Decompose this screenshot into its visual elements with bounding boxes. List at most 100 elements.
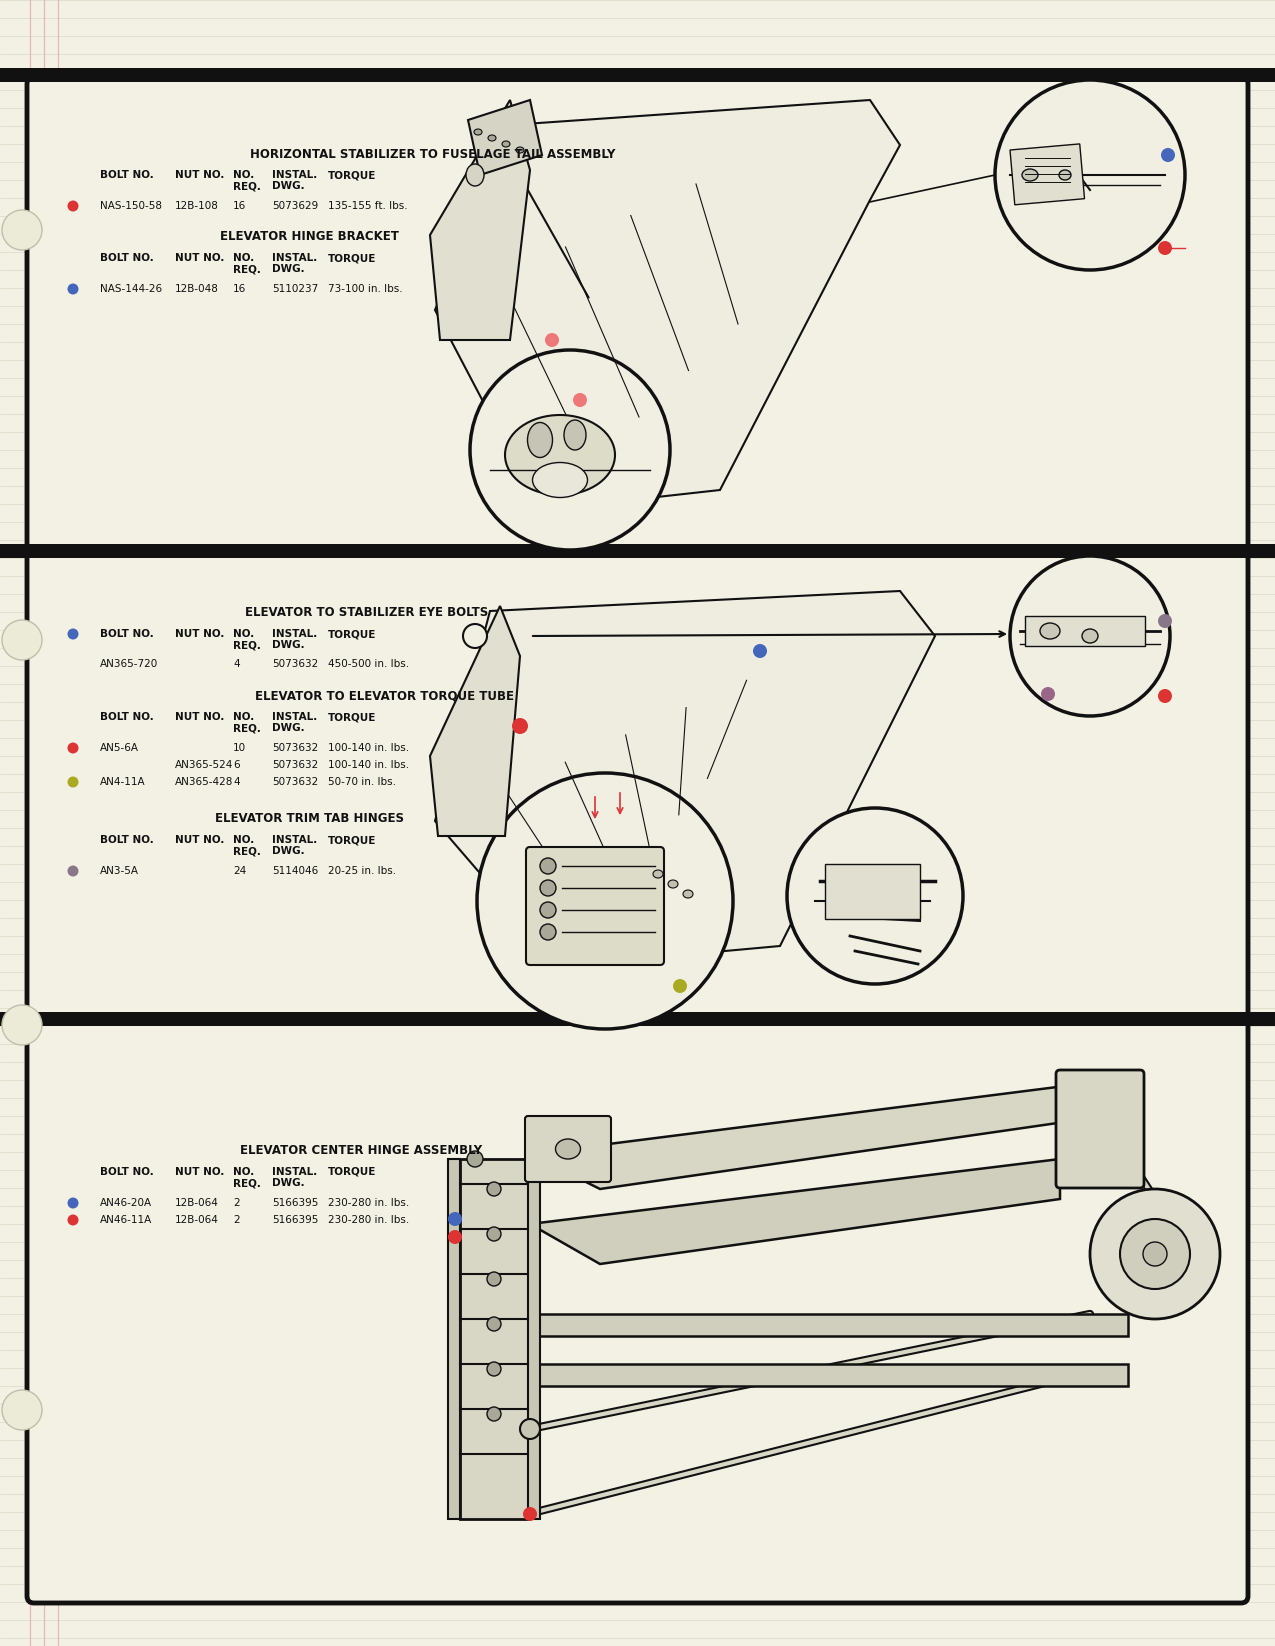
Text: 5110237: 5110237: [272, 285, 319, 295]
Text: 20-25 in. lbs.: 20-25 in. lbs.: [328, 866, 397, 876]
Text: 5073632: 5073632: [272, 658, 319, 668]
Text: 12B-108: 12B-108: [175, 201, 219, 211]
Circle shape: [68, 742, 79, 754]
Text: 4: 4: [233, 658, 240, 668]
Circle shape: [994, 81, 1184, 270]
Ellipse shape: [653, 871, 663, 877]
Bar: [825, 864, 921, 918]
Text: AN365-720: AN365-720: [99, 658, 158, 668]
Polygon shape: [430, 606, 520, 836]
Text: NAS-144-26: NAS-144-26: [99, 285, 162, 295]
Circle shape: [754, 644, 768, 658]
Ellipse shape: [465, 165, 484, 186]
Text: 12B-064: 12B-064: [175, 1198, 219, 1208]
Text: REQ.: REQ.: [233, 181, 261, 191]
Ellipse shape: [668, 881, 678, 887]
Text: NUT NO.: NUT NO.: [175, 170, 224, 179]
Text: BOLT NO.: BOLT NO.: [99, 253, 154, 263]
Text: BOLT NO.: BOLT NO.: [99, 629, 154, 639]
Ellipse shape: [488, 135, 496, 142]
Text: 12B-048: 12B-048: [175, 285, 219, 295]
Polygon shape: [468, 100, 542, 174]
Circle shape: [3, 1389, 42, 1430]
Ellipse shape: [1082, 629, 1098, 644]
Text: TORQUE: TORQUE: [328, 629, 376, 639]
Bar: [0, 67, 1275, 82]
Text: REQ.: REQ.: [233, 263, 261, 273]
Text: ELEVATOR HINGE BRACKET: ELEVATOR HINGE BRACKET: [221, 230, 399, 244]
Circle shape: [523, 1508, 537, 1521]
Text: BOLT NO.: BOLT NO.: [99, 170, 154, 179]
Text: 12B-064: 12B-064: [175, 1215, 219, 1225]
Text: NUT NO.: NUT NO.: [175, 1167, 224, 1177]
Polygon shape: [435, 591, 935, 966]
Text: DWG.: DWG.: [272, 263, 305, 273]
Polygon shape: [435, 100, 900, 510]
Bar: [1010, 143, 1085, 204]
Text: REQ.: REQ.: [233, 640, 261, 650]
Text: 100-140 in. lbs.: 100-140 in. lbs.: [328, 742, 409, 752]
Text: INSTAL.: INSTAL.: [272, 1167, 317, 1177]
Circle shape: [487, 1226, 501, 1241]
Circle shape: [68, 201, 79, 211]
Circle shape: [572, 393, 586, 407]
Text: 230-280 in. lbs.: 230-280 in. lbs.: [328, 1198, 409, 1208]
Ellipse shape: [502, 142, 510, 146]
Text: TORQUE: TORQUE: [328, 835, 376, 844]
Circle shape: [68, 283, 79, 295]
FancyBboxPatch shape: [1056, 1070, 1144, 1188]
Circle shape: [470, 351, 669, 550]
Circle shape: [1010, 556, 1170, 716]
Text: 5114046: 5114046: [272, 866, 319, 876]
FancyBboxPatch shape: [527, 848, 664, 965]
Ellipse shape: [1023, 170, 1038, 181]
Text: 2: 2: [233, 1215, 240, 1225]
FancyBboxPatch shape: [27, 550, 1248, 1019]
Text: NUT NO.: NUT NO.: [175, 835, 224, 844]
Text: REQ.: REQ.: [233, 1179, 261, 1188]
Text: NAS-150-58: NAS-150-58: [99, 201, 162, 211]
Circle shape: [477, 774, 733, 1029]
FancyBboxPatch shape: [27, 77, 1248, 551]
Circle shape: [1142, 1243, 1167, 1266]
Text: 16: 16: [233, 285, 246, 295]
Bar: [1025, 616, 1145, 645]
Text: 5073632: 5073632: [272, 760, 319, 770]
Circle shape: [541, 881, 556, 895]
Ellipse shape: [1040, 622, 1060, 639]
Circle shape: [68, 777, 79, 787]
Bar: [448, 1159, 460, 1519]
Text: NO.: NO.: [233, 170, 254, 179]
Text: 16: 16: [233, 201, 246, 211]
Ellipse shape: [516, 146, 524, 153]
Text: REQ.: REQ.: [233, 723, 261, 732]
Text: NO.: NO.: [233, 253, 254, 263]
FancyBboxPatch shape: [27, 1017, 1248, 1603]
Text: BOLT NO.: BOLT NO.: [99, 713, 154, 723]
Text: ELEVATOR TO STABILIZER EYE BOLTS: ELEVATOR TO STABILIZER EYE BOLTS: [245, 606, 488, 619]
Text: 24: 24: [233, 866, 246, 876]
Circle shape: [541, 923, 556, 940]
Circle shape: [544, 332, 558, 347]
Text: ELEVATOR CENTER HINGE ASSEMBLY: ELEVATOR CENTER HINGE ASSEMBLY: [240, 1144, 482, 1157]
Ellipse shape: [556, 1139, 580, 1159]
Text: 230-280 in. lbs.: 230-280 in. lbs.: [328, 1215, 409, 1225]
Text: DWG.: DWG.: [272, 723, 305, 732]
Polygon shape: [530, 1080, 1119, 1188]
Text: 5073629: 5073629: [272, 201, 319, 211]
Circle shape: [1158, 690, 1172, 703]
Circle shape: [448, 1230, 462, 1244]
Ellipse shape: [505, 415, 615, 495]
Text: AN365-524: AN365-524: [175, 760, 233, 770]
Text: 2: 2: [233, 1198, 240, 1208]
Text: AN46-11A: AN46-11A: [99, 1215, 152, 1225]
Text: TORQUE: TORQUE: [328, 170, 376, 179]
Ellipse shape: [683, 890, 694, 899]
Text: DWG.: DWG.: [272, 181, 305, 191]
Text: AN365-428: AN365-428: [175, 777, 233, 787]
Circle shape: [1162, 148, 1176, 161]
Text: 450-500 in. lbs.: 450-500 in. lbs.: [328, 658, 409, 668]
FancyBboxPatch shape: [460, 1159, 528, 1519]
Text: INSTAL.: INSTAL.: [272, 170, 317, 179]
FancyBboxPatch shape: [525, 1116, 611, 1182]
